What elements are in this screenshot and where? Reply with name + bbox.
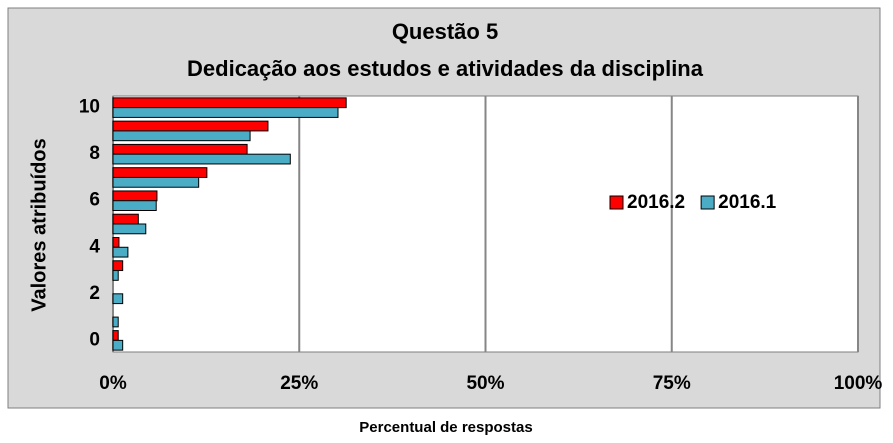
bar [112,200,157,212]
chart-title: Questão 5 [392,19,498,44]
x-axis-label: Percentual de respostas [359,419,532,436]
x-tick-label: 50% [466,373,504,394]
bar [112,339,124,351]
x-tick-label: 75% [653,373,691,394]
bar [112,153,291,165]
chart-subtitle: Dedicação aos estudos e atividades da di… [187,56,704,81]
bar [112,213,139,225]
x-tick-label: 0% [99,373,127,394]
bar [112,130,251,142]
y-tick-label: 0 [89,329,100,350]
bar [112,143,248,155]
x-tick-label: 25% [280,373,318,394]
y-tick-label: 8 [89,143,100,164]
bar [112,236,120,248]
bar [112,97,347,109]
bar [112,120,269,132]
bar [112,176,200,188]
legend-swatch [700,195,715,210]
bar [112,223,147,235]
y-tick-label: 6 [89,190,100,211]
legend-label: 2016.1 [718,192,777,213]
bar [112,260,124,272]
x-tick-label: 100% [834,373,883,394]
bar [112,246,129,258]
bar [112,330,119,341]
bar [112,316,119,328]
bar [112,270,119,281]
y-tick-label: 4 [89,236,100,257]
y-tick-label: 2 [89,283,100,304]
bar [112,107,339,118]
bar [112,190,158,202]
legend-swatch [609,195,624,210]
bar [112,167,208,178]
y-axis-label: Valores atribuídos [28,138,50,311]
y-tick-label: 10 [79,97,100,118]
legend-label: 2016.2 [627,192,685,213]
bar [112,293,124,305]
